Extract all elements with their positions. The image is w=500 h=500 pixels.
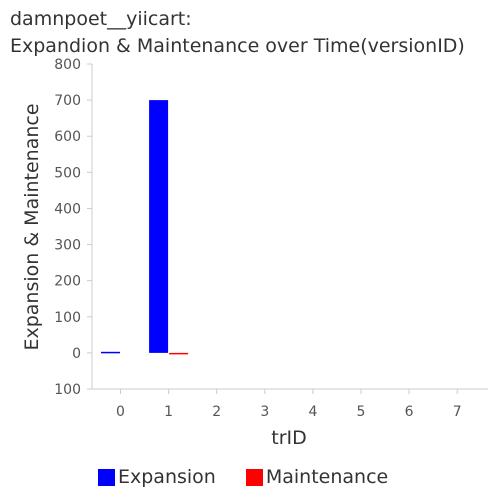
x-tick-label: 0 [116, 404, 125, 420]
x-tick: 0 [116, 389, 125, 420]
y-tick-label: 400 [54, 201, 81, 217]
bar-expansion-1[interactable] [149, 100, 169, 353]
x-tick-label: 5 [357, 404, 366, 420]
x-tick: 6 [405, 389, 414, 420]
legend-label-maintenance: Maintenance [265, 466, 389, 488]
x-tick: 7 [453, 389, 462, 420]
y-tick: 300 [54, 238, 92, 254]
y-tick: 700 [54, 93, 92, 109]
y-tick-label: 100 [54, 382, 81, 398]
y-tick: 800 [54, 57, 92, 73]
y-tick: 400 [54, 201, 92, 217]
x-tick: 4 [308, 389, 317, 420]
y-tick-label: 0 [72, 346, 81, 362]
x-tick: 2 [212, 389, 221, 420]
x-tick-label: 2 [212, 404, 221, 420]
x-tick: 5 [357, 389, 366, 420]
y-tick-label: 600 [54, 129, 81, 145]
y-tick: 100 [54, 310, 92, 326]
bar-expansion-0[interactable] [101, 351, 120, 354]
legend-item-maintenance[interactable]: Maintenance [245, 466, 389, 488]
y-tick-label: 500 [54, 165, 81, 181]
x-axis: 0 1 2 3 4 5 6 7 [92, 388, 488, 420]
legend-item-expansion[interactable]: Expansion [98, 466, 216, 488]
x-tick-label: 4 [308, 404, 317, 420]
y-axis: 100 0 100 200 300 400 500 600 700 800 [54, 57, 93, 398]
x-axis-label: trID [271, 427, 307, 449]
y-tick-label: 700 [54, 93, 81, 109]
x-tick-label: 6 [405, 404, 414, 420]
legend: Expansion Maintenance [98, 466, 418, 488]
y-tick: 500 [54, 165, 92, 181]
x-tick-label: 1 [164, 404, 173, 420]
legend-label-expansion: Expansion [118, 466, 216, 488]
y-tick-label: 800 [54, 57, 81, 73]
y-tick: 0 [72, 346, 92, 362]
chart-title: damnpoet__yiicart: Expandion & Maintenan… [10, 6, 465, 60]
chart-title-line1: damnpoet__yiicart: [10, 8, 192, 30]
y-axis-label: Expansion & Maintenance [21, 103, 43, 350]
y-tick: 600 [54, 129, 92, 145]
legend-swatch-expansion [98, 468, 115, 486]
y-tick-label: 300 [54, 238, 81, 254]
y-tick: 200 [54, 274, 92, 290]
x-tick-label: 3 [260, 404, 269, 420]
x-tick-label: 7 [453, 404, 462, 420]
bars [101, 100, 189, 355]
x-tick: 1 [164, 389, 173, 420]
y-tick-label: 100 [54, 310, 81, 326]
bar-maintenance-1[interactable] [169, 352, 189, 355]
legend-swatch-maintenance [245, 468, 263, 486]
chart-title-line2: Expandion & Maintenance over Time(versio… [10, 35, 465, 57]
y-tick: 100 [54, 382, 92, 398]
x-tick: 3 [260, 389, 269, 420]
y-tick-label: 200 [54, 274, 81, 290]
